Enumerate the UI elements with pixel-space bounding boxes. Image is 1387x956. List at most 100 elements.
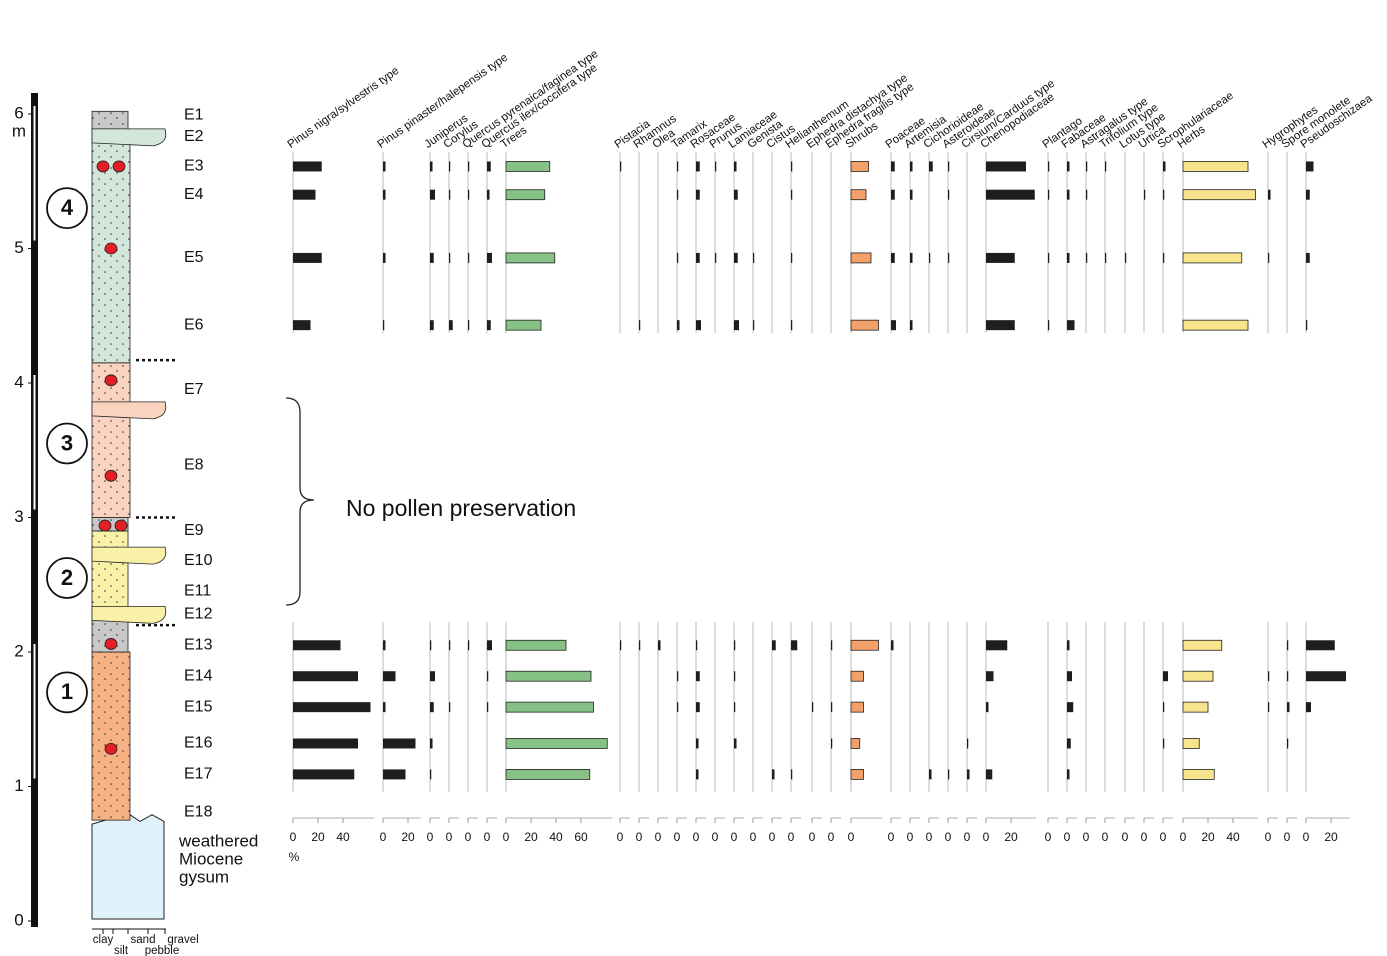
pollen-bar bbox=[1163, 161, 1166, 171]
x-tick-label: 40 bbox=[549, 830, 563, 844]
x-tick-label: 0 bbox=[1160, 830, 1167, 844]
pollen-bar bbox=[715, 161, 716, 171]
x-tick-label: 20 bbox=[1004, 830, 1018, 844]
pollen-bar bbox=[851, 253, 871, 263]
depth-bar-inner bbox=[34, 644, 36, 779]
pollen-bar bbox=[851, 320, 879, 330]
pollen-bar bbox=[831, 738, 832, 748]
pollen-bar bbox=[430, 671, 435, 681]
pollen-bar bbox=[1067, 671, 1072, 681]
pollen-bar bbox=[1287, 640, 1288, 650]
pollen-bar bbox=[487, 671, 488, 681]
pollen-bar bbox=[948, 253, 949, 263]
pollen-bar bbox=[910, 320, 913, 330]
pollen-bar bbox=[851, 702, 864, 712]
pollen-bar bbox=[468, 320, 469, 330]
depth-bar-inner bbox=[34, 106, 36, 241]
x-unit: % bbox=[289, 850, 300, 864]
sample-label: E6 bbox=[184, 316, 204, 333]
pollen-bar bbox=[383, 253, 386, 263]
pollen-diagram: No pollen preservation 0123456m4321weath… bbox=[0, 0, 1387, 956]
taxon-name: Quercus ilex/coccifera type bbox=[480, 62, 600, 151]
depth-tick-label: 2 bbox=[14, 641, 23, 660]
x-tick-label: 0 bbox=[427, 830, 434, 844]
pollen-bar bbox=[506, 769, 590, 779]
x-tick-label: 20 bbox=[1201, 830, 1215, 844]
pollen-bar bbox=[929, 769, 932, 779]
pollen-bar bbox=[383, 671, 396, 681]
pollen-bar bbox=[734, 640, 735, 650]
pollen-bar bbox=[986, 190, 1035, 200]
pollen-bar bbox=[1086, 190, 1087, 200]
pollen-bar bbox=[967, 738, 968, 748]
pollen-bar bbox=[986, 640, 1007, 650]
pollen-bar bbox=[910, 161, 913, 171]
pollen-bar bbox=[468, 640, 469, 650]
pollen-bar bbox=[430, 320, 434, 330]
x-tick-label: 20 bbox=[1324, 830, 1338, 844]
x-tick-label: 0 bbox=[1122, 830, 1129, 844]
pollen-bar bbox=[696, 161, 700, 171]
pollen-bar bbox=[851, 671, 864, 681]
pollen-bar bbox=[772, 769, 775, 779]
pollen-bar bbox=[383, 702, 386, 712]
lithology-texture bbox=[92, 531, 128, 612]
x-tick-label: 0 bbox=[907, 830, 914, 844]
pollen-bar bbox=[449, 640, 450, 650]
pollen-bar bbox=[948, 190, 949, 200]
pollen-bar bbox=[620, 640, 621, 650]
pollen-bar bbox=[677, 161, 678, 171]
pollen-bar bbox=[293, 320, 311, 330]
x-tick-label: 0 bbox=[788, 830, 795, 844]
x-tick-label: 0 bbox=[926, 830, 933, 844]
pollen-bar bbox=[948, 769, 949, 779]
pollen-bar bbox=[791, 253, 792, 263]
pollen-bar bbox=[1048, 190, 1049, 200]
x-tick-label: 0 bbox=[465, 830, 472, 844]
depth-tick-label: 3 bbox=[14, 507, 23, 526]
gravel-lens bbox=[92, 606, 166, 623]
pollen-bar bbox=[1067, 640, 1070, 650]
pollen-bar bbox=[430, 640, 431, 650]
pollen-bar bbox=[383, 161, 386, 171]
pollen-bar bbox=[487, 161, 491, 171]
pollen-bar bbox=[468, 190, 469, 200]
x-tick-label: 0 bbox=[380, 830, 387, 844]
sample-label: E2 bbox=[184, 128, 204, 145]
pollen-bar bbox=[1287, 738, 1288, 748]
pollen-bar bbox=[696, 702, 700, 712]
pollen-bar bbox=[1105, 161, 1106, 171]
pollen-bar bbox=[1048, 320, 1049, 330]
base-label: Miocene bbox=[179, 849, 243, 868]
pollen-bar bbox=[1086, 161, 1087, 171]
bedrock bbox=[92, 813, 164, 919]
pollen-bar bbox=[1048, 161, 1049, 171]
depth-tick-label: 1 bbox=[14, 776, 23, 795]
pollen-bar bbox=[1287, 671, 1288, 681]
pollen-bar bbox=[639, 640, 640, 650]
pollen-bar bbox=[696, 671, 700, 681]
x-tick-label: 0 bbox=[674, 830, 681, 844]
pollen-bar bbox=[929, 253, 930, 263]
pollen-bar bbox=[293, 769, 354, 779]
pollen-bar bbox=[430, 161, 433, 171]
bracket bbox=[286, 398, 314, 605]
gravel-lens bbox=[92, 129, 166, 146]
pollen-bar bbox=[1287, 702, 1290, 712]
x-tick-label: 20 bbox=[401, 830, 415, 844]
pollen-bar bbox=[487, 253, 492, 263]
x-tick-label: 20 bbox=[524, 830, 538, 844]
pollen-bar bbox=[1183, 253, 1242, 263]
pollen-bar bbox=[506, 738, 607, 748]
pollen-bar bbox=[506, 253, 555, 263]
gravel-lens bbox=[92, 547, 166, 564]
sample-label: E17 bbox=[184, 766, 213, 783]
pollen-bar bbox=[1163, 253, 1164, 263]
x-tick-label: 0 bbox=[828, 830, 835, 844]
pollen-bar bbox=[1067, 702, 1073, 712]
concretion bbox=[105, 638, 117, 649]
grain-label: silt bbox=[114, 945, 129, 956]
pollen-bar bbox=[1268, 253, 1269, 263]
pollen-bar bbox=[506, 640, 566, 650]
pollen-bar bbox=[791, 640, 797, 650]
